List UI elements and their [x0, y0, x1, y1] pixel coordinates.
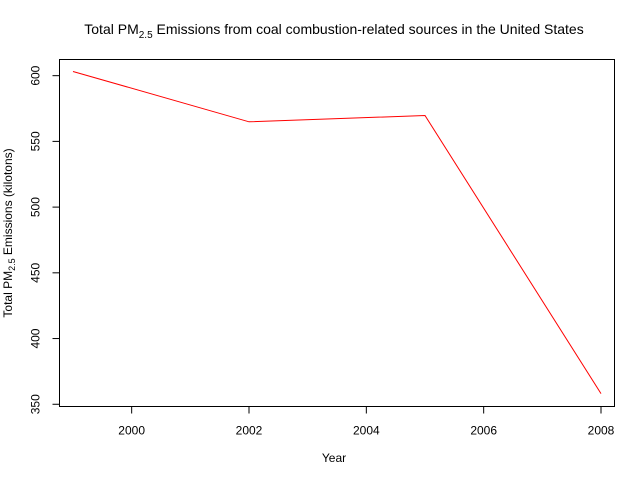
y-axis-title: Total PM2.5 Emissions (kilotons) — [1, 148, 17, 317]
y-tick-label: 500 — [29, 197, 43, 217]
x-tick-label: 2008 — [588, 424, 615, 438]
series-line — [72, 70, 602, 394]
y-axis: 350 400 450 500 550 600 — [29, 65, 60, 414]
y-tick-label: 600 — [29, 65, 43, 85]
y-tick-label: 550 — [29, 131, 43, 151]
x-axis: 2000 2002 2004 2006 2008 — [118, 406, 615, 438]
ylabel-prefix: Total PM — [1, 271, 15, 318]
x-tick-label: 2006 — [470, 424, 497, 438]
series-layer — [72, 70, 602, 394]
title-subscript: 2.5 — [139, 30, 153, 41]
plot-box — [59, 59, 615, 407]
chart-title: Total PM2.5 Emissions from coal combusti… — [84, 21, 583, 41]
x-tick-label: 2000 — [118, 424, 145, 438]
y-tick-label: 400 — [29, 328, 43, 348]
ylabel-suffix: Emissions (kilotons) — [1, 148, 15, 258]
x-axis-title: Year — [322, 451, 346, 465]
title-suffix: Emissions from coal combustion-related s… — [153, 21, 584, 37]
x-tick-label: 2004 — [353, 424, 380, 438]
y-tick-label: 350 — [29, 394, 43, 414]
ylabel-subscript: 2.5 — [7, 258, 17, 271]
title-prefix: Total PM — [84, 21, 138, 37]
x-tick-label: 2002 — [236, 424, 263, 438]
y-tick-label: 450 — [29, 262, 43, 282]
